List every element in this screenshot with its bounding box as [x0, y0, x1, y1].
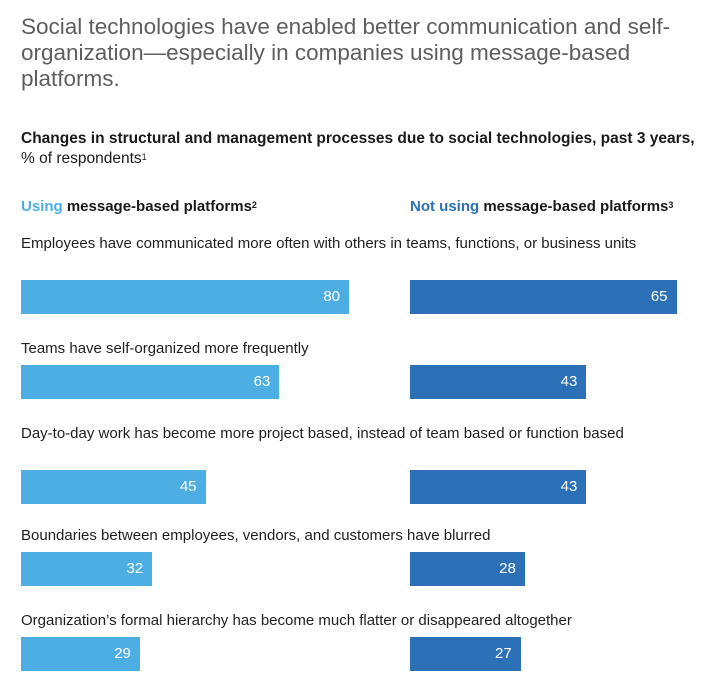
bar-value-label: 43	[560, 478, 578, 495]
bar-value-label: 65	[650, 288, 668, 305]
legend-not-using-rest: message-based platforms	[483, 198, 669, 215]
bar-using: 29	[21, 637, 140, 671]
bar-not-using: 65	[410, 280, 677, 314]
subtitle-bold: Changes in structural and management pro…	[21, 130, 695, 147]
legend-using: Using message-based platforms2	[21, 197, 257, 217]
legend-not-using: Not using message-based platforms3	[410, 197, 673, 217]
bar-value-label: 29	[114, 645, 131, 662]
bar-not-using: 43	[410, 470, 587, 504]
bar-value-label: 43	[560, 373, 578, 390]
bar-value-label: 80	[323, 288, 340, 305]
bar-value-label: 32	[126, 560, 144, 577]
bar-value-label: 27	[495, 645, 512, 662]
legend-using-highlight: Using	[21, 198, 63, 215]
bar-using: 32	[21, 552, 153, 586]
legend-not-using-footnote: 3	[668, 200, 674, 210]
bar-not-using: 28	[410, 552, 525, 586]
bar-using: 63	[21, 365, 280, 399]
category-label: Day-to-day work has become more project …	[21, 425, 624, 442]
bar-not-using: 43	[410, 365, 587, 399]
subtitle-unit: % of respondents	[21, 150, 142, 167]
bar-value-label: 28	[499, 560, 516, 577]
chart-subtitle: Changes in structural and management pro…	[21, 129, 711, 169]
bar-value-label: 63	[253, 373, 271, 390]
category-label: Employees have communicated more often w…	[21, 235, 637, 252]
category-label: Teams have self-organized more frequentl…	[21, 340, 309, 357]
bar-not-using: 27	[410, 637, 521, 671]
bar-using: 80	[21, 280, 349, 314]
legend-not-using-highlight: Not using	[410, 198, 480, 215]
headline: Social technologies have enabled better …	[21, 14, 671, 91]
legend-using-rest: message-based platforms	[66, 198, 252, 215]
legend-using-footnote: 2	[251, 200, 257, 210]
subtitle-footnote: 1	[141, 152, 147, 162]
category-label: Boundaries between employees, vendors, a…	[21, 527, 491, 544]
bar-using: 45	[21, 470, 206, 504]
bar-value-label: 45	[179, 478, 197, 495]
category-label: Organization’s formal hierarchy has beco…	[21, 612, 572, 629]
